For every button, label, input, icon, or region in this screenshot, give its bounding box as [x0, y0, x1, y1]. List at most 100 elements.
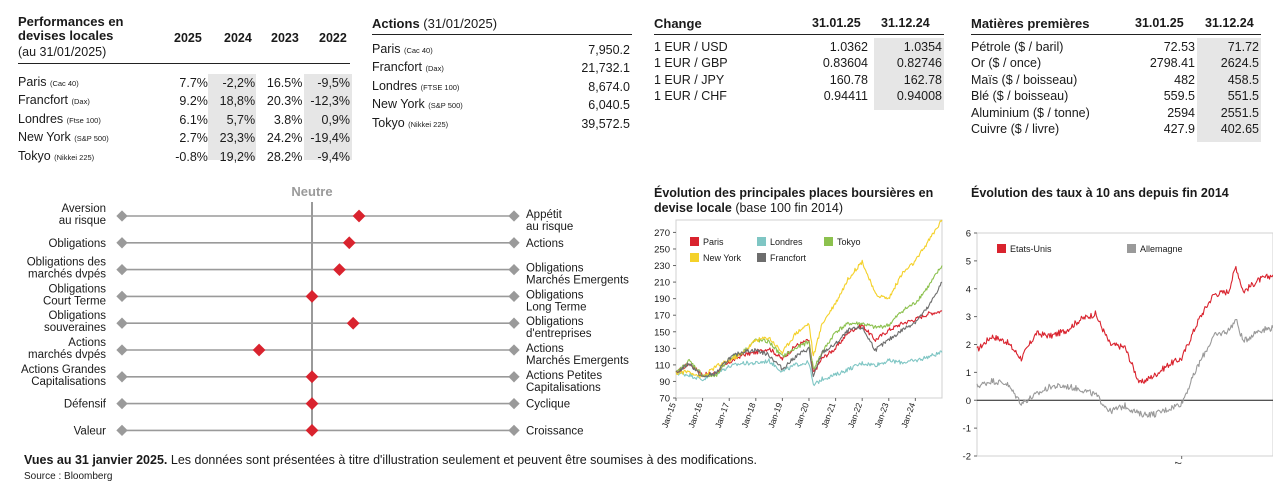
perf-value-cell: 9.2%	[179, 94, 208, 109]
y-tick-label: -1	[963, 424, 971, 435]
view-left-label: Obligations	[48, 310, 106, 322]
change-value-cell: 0.83604	[822, 56, 868, 71]
y-tick-label: 90	[659, 377, 670, 388]
legend-label: Tokyo	[837, 237, 861, 247]
view-position-marker	[333, 263, 346, 276]
view-left-label: marchés dvpés	[28, 269, 106, 281]
performance-title: Performances en devises locales	[18, 14, 124, 43]
view-right-label: Actions Petites	[526, 370, 602, 382]
actions-market-cell: Tokyo (Nikkei 225)	[370, 115, 538, 133]
view-end-diamond	[116, 237, 128, 249]
perf-value-cell: 18,8%	[219, 94, 256, 109]
x-tick-label: Dec-21	[1165, 459, 1184, 464]
index-name: (Nikkei 225)	[408, 119, 449, 129]
actions-value-cell: 7,950.2	[588, 43, 630, 57]
perf-market-cell: Tokyo (Nikkei 225)	[16, 148, 163, 166]
table-row: Tokyo (Nikkei 225) 39,572.5	[370, 115, 632, 133]
table-row: Londres (FTSE 100) 8,674.0	[370, 78, 632, 96]
table-row: New York (S&P 500) 2.7% 23,3% 24.2% -19,4%	[16, 129, 352, 147]
view-right-label: Long Terme	[526, 301, 587, 313]
y-tick-label: 210	[654, 278, 670, 289]
view-right-label: Obligations	[526, 263, 584, 275]
view-end-diamond	[116, 397, 128, 410]
index-name: (S&P 500)	[74, 134, 109, 144]
view-left-label: Obligations des	[27, 257, 107, 269]
perf-value-cell: 16.5%	[266, 76, 303, 90]
actions-value-cell: 21,732.1	[581, 61, 630, 76]
change-shade-col	[874, 38, 944, 110]
index-name: (S&P 500)	[428, 101, 463, 111]
table-row: Maïs ($ / boisseau) 482 458.5	[969, 72, 1261, 88]
change-table: 1 EUR / USD 1.0362 1.0354 1 EUR / GBP 0.8360…	[652, 39, 944, 105]
view-end-diamond	[508, 344, 520, 356]
change-pair-cell: 1 EUR / CHF	[654, 89, 727, 104]
y-tick-label: 110	[655, 360, 670, 371]
perf-shade-2022	[304, 74, 352, 160]
change-value-cell: 0.94008	[896, 89, 942, 104]
actions-market-cell: New York (S&P 500)	[370, 96, 538, 114]
commodity-name-cell: Blé ($ / boisseau)	[971, 89, 1069, 104]
series-line-londres	[675, 350, 943, 387]
table-row: 1 EUR / USD 1.0362 1.0354	[652, 39, 944, 55]
view-left-label: Actions Grandes	[21, 364, 106, 376]
perf-value-cell: 23,3%	[219, 131, 256, 146]
change-value-cell: 1.0362	[829, 40, 868, 54]
x-tick-label: Jan-21	[819, 401, 837, 429]
rates-chart: -2 -1 0 1 2 3 4 5 6 Dec-21 Etats-Unis Allemagne	[963, 229, 1273, 464]
rates-chart-title: Évolution des taux à 10 ans depuis fin 2…	[971, 186, 1229, 200]
series-line-tokyo	[675, 265, 943, 378]
change-value-cell: 0.94411	[823, 89, 868, 104]
series-line-allemagne	[976, 318, 1273, 418]
view-position-marker	[305, 290, 319, 303]
view-right-label: Obligations	[526, 316, 584, 328]
legend-label: Paris	[703, 237, 724, 247]
perf-shade-2024	[208, 74, 256, 160]
commodity-value-cell: 2594	[1167, 105, 1195, 120]
stock-chart-title: Évolution des principales places boursiè…	[654, 186, 934, 215]
series-line-francfort	[675, 281, 943, 378]
actions-market-cell: Londres (FTSE 100)	[370, 78, 538, 96]
market-name: New York	[372, 97, 425, 112]
change-col-1: 31.12.24	[881, 16, 930, 30]
actions-header: Actions (31/01/2025)	[372, 16, 497, 31]
perf-value-cell: 0,9%	[321, 112, 351, 127]
actions-section: Actions (31/01/2025) Paris (Cac 40) 7,950…	[372, 14, 632, 134]
commodity-value-cell: 427.9	[1163, 122, 1195, 137]
commodity-name-cell: Pétrole ($ / baril)	[971, 40, 1064, 54]
view-left-label: Obligations	[48, 238, 106, 250]
y-tick-label: 190	[654, 294, 670, 305]
y-tick-label: 170	[654, 311, 670, 322]
table-row: 1 EUR / CHF 0.94411 0.94008	[652, 88, 944, 104]
performance-table: Paris (Cac 40) 7.7% -2,2% 16.5% -9,5% Francfo…	[16, 74, 352, 166]
legend-swatch	[757, 237, 766, 246]
x-tick-label: Jan-23	[872, 401, 890, 429]
commodity-value-cell: 559.5	[1163, 89, 1195, 104]
change-header-rule	[654, 34, 944, 35]
series-line-new-york	[675, 219, 943, 379]
index-name: (Nikkei 225)	[54, 152, 95, 162]
actions-header-rule	[372, 34, 632, 35]
perf-year-2: 2023	[271, 31, 299, 45]
x-tick-label: Jan-17	[713, 401, 731, 429]
footer-text: Les données sont présentées à titre d'il…	[170, 453, 757, 467]
actions-value-cell: 6,040.5	[588, 98, 630, 113]
perf-value-cell: 24.2%	[266, 131, 303, 146]
commodities-table: Pétrole ($ / baril) 72.53 71.72 Or ($ / onc…	[969, 39, 1261, 137]
perf-market-cell: Francfort (Dax)	[16, 92, 163, 110]
y-tick-label: 250	[654, 244, 670, 255]
view-end-diamond	[508, 263, 520, 276]
view-left-label: marchés dvpés	[28, 349, 106, 361]
view-right-label: Cyclique	[526, 399, 570, 411]
commodity-name-cell: Or ($ / once)	[971, 56, 1042, 71]
view-right-label: Marchés Emergents	[526, 355, 629, 367]
y-tick-label: 1	[966, 368, 971, 379]
commodity-name-cell: Maïs ($ / boisseau)	[971, 72, 1078, 87]
view-right-label: Croissance	[526, 425, 584, 437]
perf-value-cell: 28.2%	[266, 149, 303, 164]
commodities-title: Matières premières	[971, 16, 1090, 31]
view-left-label: Court Terme	[43, 295, 106, 307]
index-name: (Dax)	[425, 64, 444, 74]
view-position-marker	[305, 370, 319, 384]
stock-chart-subtitle: (base 100 fin 2014)	[735, 201, 844, 215]
legend-swatch	[997, 244, 1006, 253]
